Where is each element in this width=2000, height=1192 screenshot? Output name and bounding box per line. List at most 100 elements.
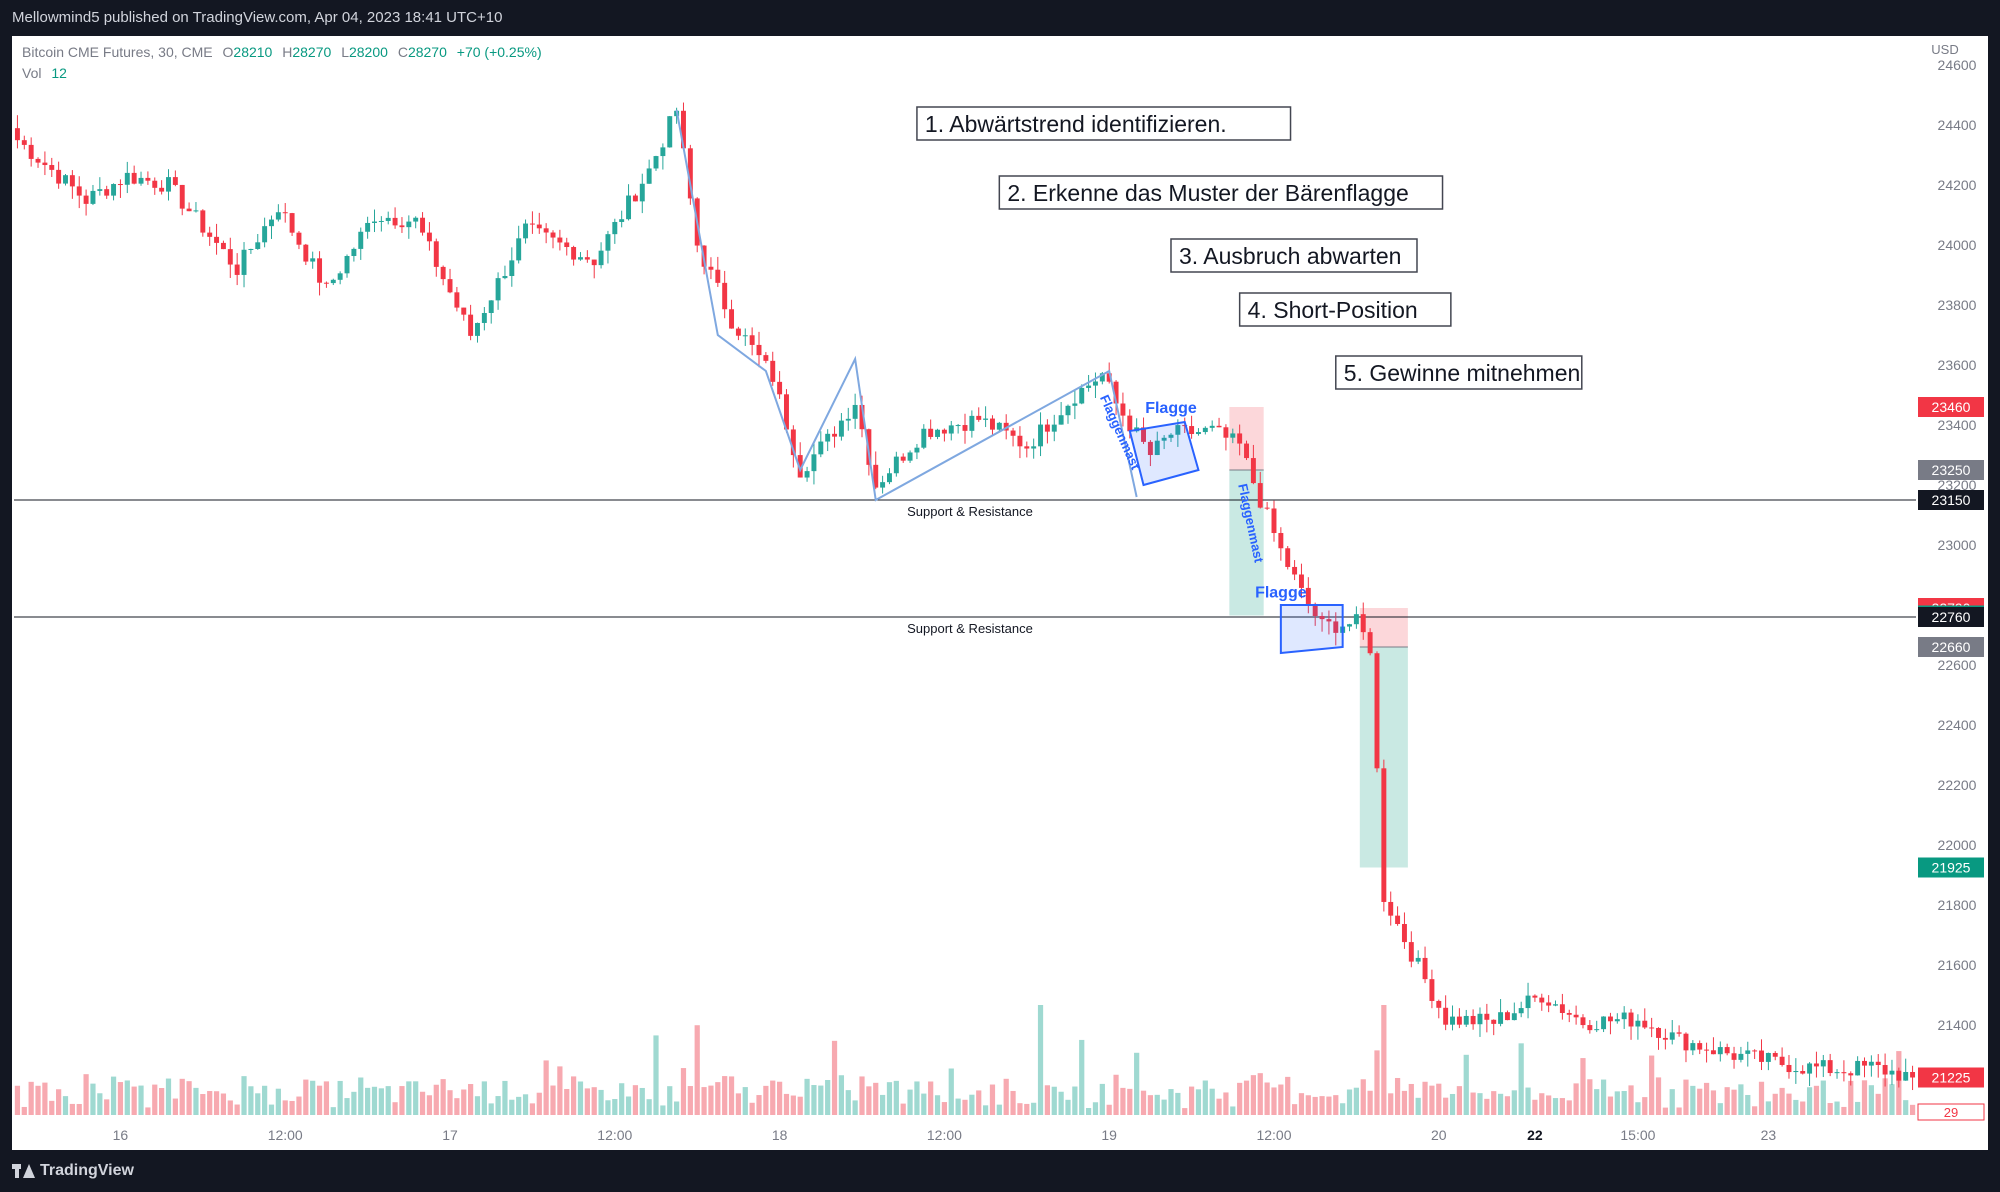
volume-bar xyxy=(536,1092,542,1115)
annotation-text: 5. Gewinne mitnehmen xyxy=(1344,360,1581,386)
candle-body xyxy=(935,429,941,437)
volume-bar xyxy=(1175,1092,1181,1115)
candle-body xyxy=(475,322,480,336)
volume-bar xyxy=(152,1084,158,1115)
candle-body xyxy=(907,452,913,461)
candle-body xyxy=(790,429,796,456)
candle-body xyxy=(1676,1032,1682,1034)
candle-body xyxy=(1532,995,1538,998)
candle-body xyxy=(763,355,769,361)
candle-body xyxy=(392,217,398,226)
candle-body xyxy=(1772,1052,1778,1057)
candle-body xyxy=(1786,1064,1792,1073)
volume-bar xyxy=(1106,1104,1112,1115)
candle-body xyxy=(1024,446,1030,449)
trade-risk-zone xyxy=(1359,608,1408,647)
volume-bar xyxy=(56,1089,62,1115)
volume-bar xyxy=(213,1091,220,1115)
candle-body xyxy=(1292,566,1298,575)
volume-bar xyxy=(1614,1091,1620,1115)
candle-body xyxy=(83,195,89,204)
candlestick-chart[interactable]: Support & Resistance Support & Resistance… xyxy=(0,0,2000,1150)
volume-bar xyxy=(310,1080,316,1115)
candle-body xyxy=(138,177,144,184)
price-tick-label: 24000 xyxy=(1938,237,1977,253)
candle-body xyxy=(1202,427,1208,433)
volume-bar xyxy=(1312,1096,1318,1115)
candle-body xyxy=(454,292,460,308)
candle-body xyxy=(1141,427,1146,442)
candle-body xyxy=(1724,1047,1730,1054)
volume-bar xyxy=(1470,1092,1476,1115)
footer-bar: TradingView xyxy=(0,1150,2000,1192)
annotation-frame xyxy=(998,175,1444,210)
volume-bar xyxy=(1326,1096,1332,1115)
candle-body xyxy=(1038,424,1044,447)
candle-body xyxy=(1298,574,1304,588)
time-axis: 16 12:00 17 12:00 18 12:00 19 12:00 20 22 15:00 23 xyxy=(113,1127,1777,1143)
candle-body xyxy=(708,266,714,270)
volume-bar xyxy=(1182,1108,1188,1115)
volume-bar xyxy=(928,1081,934,1115)
volume-bar xyxy=(1250,1075,1256,1115)
trade-risk-zone xyxy=(1229,407,1264,470)
candle-body xyxy=(42,162,48,166)
volume-bar xyxy=(1257,1073,1263,1115)
volume-bar xyxy=(1072,1086,1078,1115)
candle-body xyxy=(1553,1004,1558,1006)
volume-bar xyxy=(1669,1089,1675,1115)
volume-bar xyxy=(1841,1106,1847,1115)
candle-body xyxy=(1086,385,1092,388)
volume-tag-label: 29 xyxy=(1944,1105,1958,1120)
candle-body xyxy=(550,232,556,238)
volume-row: Vol 12 xyxy=(22,63,542,84)
candle-body xyxy=(1628,1012,1634,1027)
candle-body xyxy=(1896,1070,1902,1081)
annotation-box: 2. Erkenne das Muster der Bärenflagge xyxy=(998,175,1444,210)
volume-bar xyxy=(1422,1081,1428,1115)
price-tick-label: 23800 xyxy=(1938,297,1977,313)
candle-body xyxy=(1003,422,1009,431)
volume-bar xyxy=(522,1094,529,1115)
volume-bar xyxy=(1875,1093,1881,1115)
volume-bar xyxy=(371,1086,378,1115)
candle-body xyxy=(296,232,302,245)
candle-body xyxy=(1099,373,1105,382)
volume-bar xyxy=(509,1099,515,1115)
volume-bar xyxy=(632,1085,639,1115)
candle-body xyxy=(838,420,844,437)
volume-bar xyxy=(1724,1087,1730,1115)
volume-bar xyxy=(1147,1095,1154,1115)
candle-body xyxy=(63,175,68,184)
volume-bar xyxy=(1051,1086,1057,1115)
candle-body xyxy=(1813,1063,1819,1067)
volume-bar xyxy=(1635,1102,1641,1115)
volume-bar xyxy=(110,1076,117,1115)
price-tick-label: 22600 xyxy=(1938,657,1977,673)
volume-bar xyxy=(1683,1079,1689,1115)
candle-body xyxy=(598,250,604,266)
candle-body xyxy=(420,217,426,233)
volume-bar xyxy=(1532,1099,1538,1115)
volume-bar xyxy=(831,1040,838,1115)
tradingview-brand[interactable]: TradingView xyxy=(12,1162,134,1180)
candle-body xyxy=(509,260,515,277)
volume-bar xyxy=(1113,1074,1119,1115)
candle-body xyxy=(1463,1015,1469,1025)
candle-body xyxy=(756,344,762,356)
volume-bar xyxy=(97,1093,103,1115)
candle-body xyxy=(1223,427,1229,438)
volume-bar xyxy=(1786,1093,1792,1115)
volume-bar xyxy=(1525,1087,1531,1115)
candle-body xyxy=(1525,995,1531,1009)
volume-bar xyxy=(1044,1085,1051,1115)
volume-bar xyxy=(612,1099,618,1115)
volume-bar xyxy=(790,1095,796,1115)
volume-bar xyxy=(1237,1082,1243,1115)
volume-bar xyxy=(1401,1090,1408,1115)
volume-bar xyxy=(543,1060,549,1115)
volume-bar xyxy=(1085,1108,1092,1115)
annotation-box: 1. Abwärtstrend identifizieren. xyxy=(916,106,1292,141)
candle-body xyxy=(303,244,309,262)
volume-bar xyxy=(1642,1097,1648,1115)
